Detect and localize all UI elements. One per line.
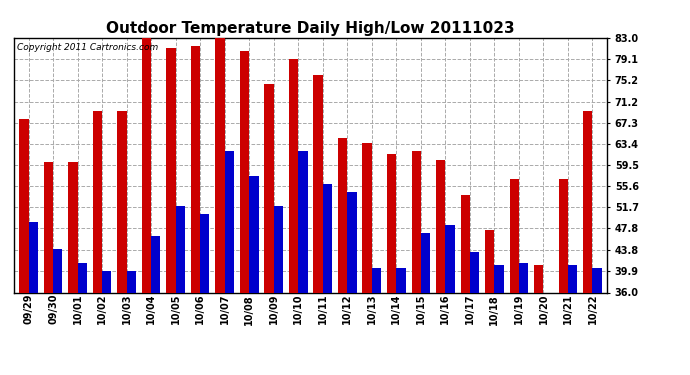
Bar bbox=[191, 46, 200, 292]
Bar bbox=[436, 160, 445, 292]
Bar bbox=[411, 152, 421, 292]
Bar bbox=[200, 214, 210, 292]
Bar bbox=[102, 272, 111, 292]
Bar bbox=[43, 162, 53, 292]
Bar bbox=[289, 58, 298, 292]
Bar bbox=[510, 178, 519, 292]
Bar bbox=[313, 75, 323, 292]
Bar bbox=[28, 222, 38, 292]
Bar bbox=[445, 225, 455, 292]
Bar bbox=[215, 38, 225, 292]
Bar bbox=[485, 230, 495, 292]
Bar bbox=[568, 266, 578, 292]
Bar bbox=[225, 152, 234, 292]
Bar bbox=[274, 206, 283, 292]
Bar bbox=[421, 233, 430, 292]
Bar bbox=[117, 111, 126, 292]
Bar bbox=[387, 154, 396, 292]
Bar bbox=[19, 119, 28, 292]
Bar bbox=[347, 192, 357, 292]
Bar bbox=[249, 176, 259, 292]
Bar bbox=[372, 268, 381, 292]
Bar bbox=[338, 138, 347, 292]
Bar bbox=[298, 152, 308, 292]
Bar bbox=[240, 51, 249, 292]
Bar bbox=[583, 111, 593, 292]
Bar bbox=[470, 252, 479, 292]
Bar bbox=[142, 38, 151, 292]
Bar bbox=[77, 262, 87, 292]
Bar bbox=[559, 178, 568, 292]
Bar bbox=[68, 162, 77, 292]
Bar bbox=[534, 266, 544, 292]
Bar bbox=[151, 236, 161, 292]
Bar bbox=[519, 262, 529, 292]
Bar bbox=[176, 206, 185, 292]
Bar bbox=[323, 184, 332, 292]
Bar bbox=[495, 266, 504, 292]
Bar bbox=[396, 268, 406, 292]
Title: Outdoor Temperature Daily High/Low 20111023: Outdoor Temperature Daily High/Low 20111… bbox=[106, 21, 515, 36]
Bar bbox=[362, 143, 372, 292]
Bar bbox=[264, 84, 274, 292]
Text: Copyright 2011 Cartronics.com: Copyright 2011 Cartronics.com bbox=[17, 43, 158, 52]
Bar bbox=[166, 48, 176, 292]
Bar bbox=[92, 111, 102, 292]
Bar bbox=[126, 272, 136, 292]
Bar bbox=[460, 195, 470, 292]
Bar bbox=[593, 268, 602, 292]
Bar bbox=[53, 249, 62, 292]
